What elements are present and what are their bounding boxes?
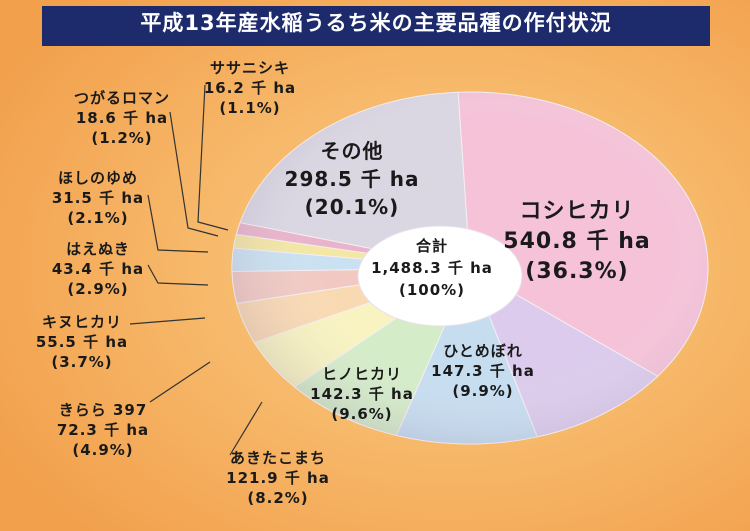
value-label: 31.5 千 ha <box>52 189 144 207</box>
leader-line <box>197 84 229 231</box>
slice-label: きらら 397 <box>59 401 148 419</box>
share-label: (20.1%) <box>305 195 400 219</box>
total-label: 合計 <box>415 237 448 255</box>
total-share: (100%) <box>399 281 465 299</box>
slice-label: その他 <box>321 139 384 163</box>
slice-label: ほしのゆめ <box>58 169 138 187</box>
value-label: 18.6 千 ha <box>76 109 168 127</box>
value-label: 43.4 千 ha <box>52 260 144 278</box>
slice-label: はえぬき <box>66 240 130 258</box>
share-label: (8.2%) <box>247 489 308 507</box>
share-label: (36.3%) <box>525 259 628 284</box>
leader-line <box>169 111 219 237</box>
value-label: 55.5 千 ha <box>36 333 128 351</box>
share-label: (9.9%) <box>452 382 513 400</box>
value-label: 147.3 千 ha <box>431 362 535 380</box>
donut-hole <box>357 225 523 327</box>
share-label: (3.7%) <box>51 353 112 371</box>
slice-label: ササニシキ <box>210 59 290 77</box>
slice-label: つがるロマン <box>74 89 170 107</box>
share-label: (2.1%) <box>67 209 128 227</box>
slice-label: ヒノヒカリ <box>322 365 402 383</box>
leader-line <box>129 317 206 325</box>
leader-line <box>149 361 211 403</box>
leader-line <box>147 264 209 286</box>
value-label: 121.9 千 ha <box>226 469 330 487</box>
value-label: 142.3 千 ha <box>310 385 414 403</box>
slice-label: あきたこまち <box>230 449 326 467</box>
value-label: 16.2 千 ha <box>204 79 296 97</box>
share-label: (4.9%) <box>72 441 133 459</box>
slice-label: キヌヒカリ <box>42 313 122 331</box>
share-label: (1.1%) <box>219 99 280 117</box>
total-value: 1,488.3 千 ha <box>371 259 493 277</box>
share-label: (1.2%) <box>91 129 152 147</box>
title-bar <box>42 6 710 46</box>
slice-label: コシヒカリ <box>519 199 634 224</box>
pie <box>231 91 709 445</box>
leader-line <box>147 194 209 253</box>
labels: コシヒカリ 540.8 千 ha (36.3%) ひとめぼれ 147.3 千 ha (9.… <box>36 59 650 507</box>
value-label: 72.3 千 ha <box>57 421 149 439</box>
share-label: (9.6%) <box>331 405 392 423</box>
slice-label: ひとめぼれ <box>443 342 523 360</box>
leader-line <box>229 401 263 456</box>
chart-title: 平成13年産水稲うるち米の主要品種の作付状況 <box>140 11 611 35</box>
value-label: 540.8 千 ha <box>503 229 650 254</box>
value-label: 298.5 千 ha <box>285 167 420 191</box>
share-label: (2.9%) <box>67 280 128 298</box>
